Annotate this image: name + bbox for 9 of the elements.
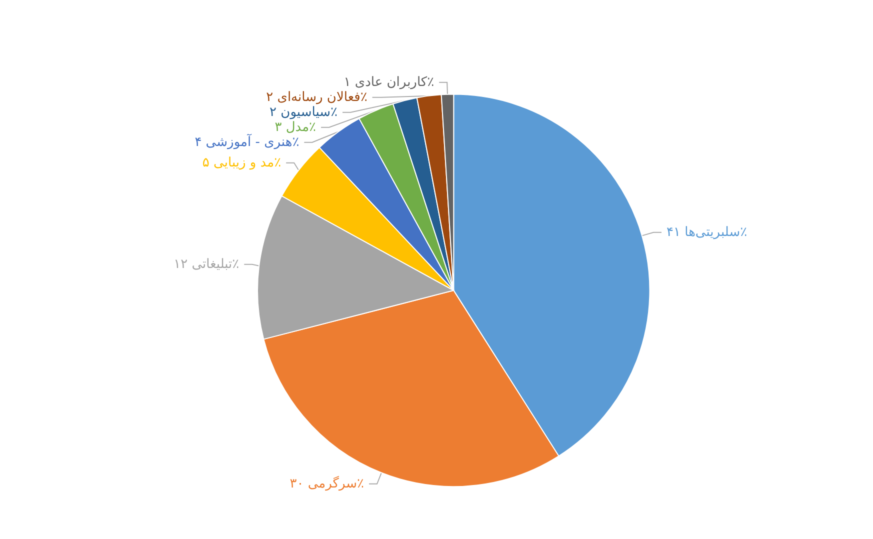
slice-label: فعالان رسانه‌ای ۲٪ <box>266 90 368 105</box>
slice-label: تبلیغاتی ۱۲٪ <box>174 256 240 272</box>
slice-label: مدل ۳٪ <box>274 120 316 135</box>
slice-label: کاربران عادی ۱٪ <box>344 74 434 90</box>
slice-label: سلبریتی‌ها ۴۱٪ <box>666 224 748 240</box>
slice-label: مد و زیبایی ۵٪ <box>202 155 282 170</box>
slice-label: سیاسیون ۲٪ <box>270 104 338 120</box>
slice-label: هنری - آموزشی ۴٪ <box>194 132 300 150</box>
slice-label: سرگرمی ۳۰٪ <box>290 475 364 492</box>
